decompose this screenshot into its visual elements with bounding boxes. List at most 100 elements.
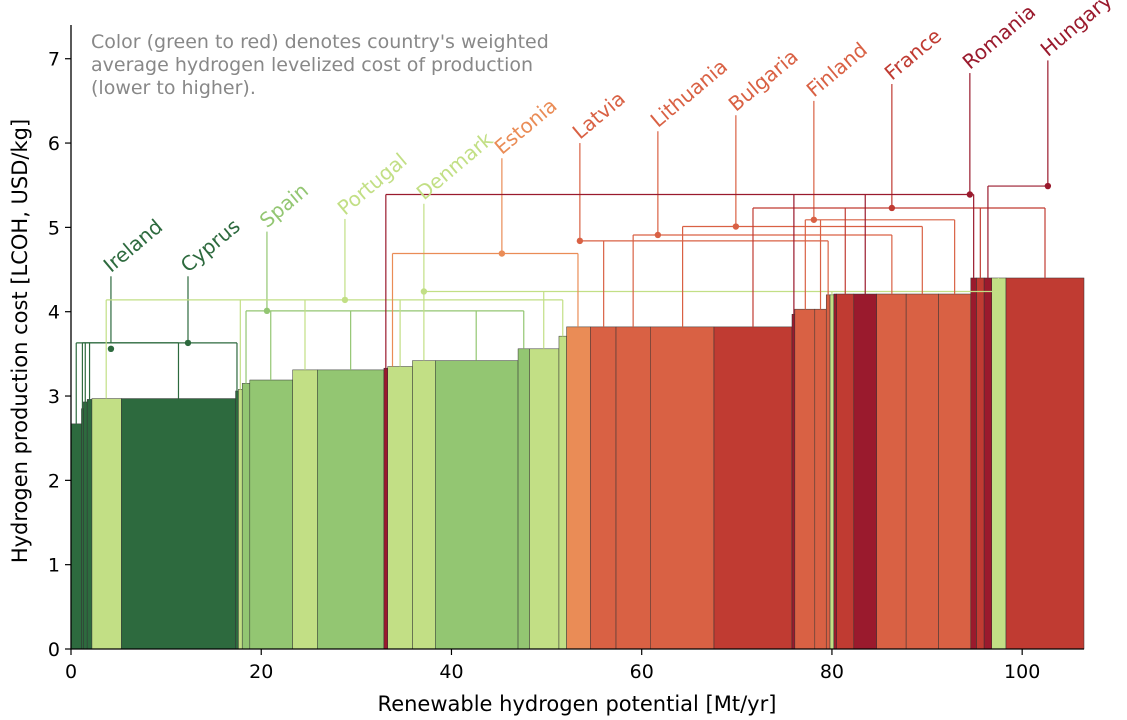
bar-portugal (558, 335, 567, 650)
y-tick-label: 4 (48, 302, 60, 324)
y-tick-label: 1 (48, 555, 60, 577)
cost-point-bulgaria (732, 223, 740, 230)
bar-bulgaria (650, 326, 715, 650)
country-label-finland: Finland (802, 37, 872, 101)
bar-latvia (825, 294, 831, 650)
bar-portugal (91, 398, 122, 650)
leader-france (752, 84, 1046, 327)
x-axis-label: Renewable hydrogen potential [Mt/yr] (378, 692, 777, 716)
cost-point-denmark (420, 288, 428, 295)
bar-portugal (387, 366, 413, 650)
cost-point-cyprus (184, 339, 192, 347)
x-tick-label: 20 (249, 661, 273, 683)
country-label-hungary: Hungary (1036, 0, 1117, 61)
bar-portugal (292, 369, 318, 650)
y-axis-label: Hydrogen production cost [LCOH, USD/kg] (8, 119, 32, 563)
bar-portugal (238, 389, 243, 650)
y-tick-label: 3 (48, 386, 60, 408)
x-tick-label: 40 (439, 661, 463, 683)
bar-romania (791, 313, 796, 650)
y-tick-label: 5 (48, 217, 60, 239)
country-label-spain: Spain (255, 178, 313, 232)
bar-france (976, 277, 985, 650)
bar-cyprus (235, 390, 239, 650)
bar-denmark (991, 277, 1007, 650)
country-label-lithuania: Lithuania (646, 54, 732, 132)
y-tick-label: 6 (48, 133, 60, 155)
country-label-cyprus: Cyprus (176, 214, 245, 277)
bar-spain (249, 379, 293, 650)
country-label-bulgaria: Bulgaria (724, 44, 803, 116)
bar-lithuania (876, 293, 907, 650)
bar-hungary (983, 277, 992, 650)
bar-denmark (829, 294, 835, 650)
y-tick-label: 2 (48, 470, 60, 492)
country-label-france: France (880, 24, 946, 85)
cost-point-finland (810, 216, 818, 223)
bar-cyprus (81, 408, 84, 650)
bar-spain (317, 369, 385, 650)
leader-estonia (391, 158, 579, 367)
bar-romania (853, 293, 877, 650)
bar-romania (833, 293, 837, 650)
country-label-ireland: Ireland (99, 214, 167, 277)
cost-point-romania (966, 191, 974, 198)
country-label-denmark: Denmark (412, 127, 498, 205)
leader-latvia (576, 143, 829, 327)
country-label-portugal: Portugal (333, 148, 412, 220)
leader-spain (245, 231, 525, 384)
country-label-latvia: Latvia (568, 86, 630, 144)
cost-point-latvia (576, 237, 584, 245)
leader-hungary (987, 60, 1052, 278)
cost-point-lithuania (654, 231, 662, 239)
cost-point-hungary (1044, 182, 1052, 190)
bar-spain (241, 383, 251, 650)
bar-ireland (121, 398, 236, 650)
bar-ireland (86, 399, 93, 650)
leader-romania (385, 73, 975, 369)
bar-cyprus (83, 401, 88, 650)
leader-portugal (105, 218, 564, 399)
leader-bulgaria (682, 115, 923, 327)
leader-finland (804, 100, 956, 310)
cost-point-france (888, 204, 896, 212)
bar-bulgaria (905, 293, 939, 650)
bar-estonia (566, 326, 591, 650)
bar-romania (970, 277, 977, 650)
annotation-line-1: Color (green to red) denotes country's w… (91, 31, 549, 53)
leader-cyprus (81, 276, 238, 409)
x-tick-label: 60 (630, 661, 654, 683)
cost-point-spain (263, 307, 271, 315)
x-tick-label: 100 (1004, 661, 1040, 683)
bar-denmark (412, 360, 436, 650)
cost-point-portugal (341, 296, 349, 304)
bar-latvia (590, 326, 617, 650)
cost-point-ireland (107, 345, 115, 353)
x-tick-label: 0 (65, 661, 77, 683)
bar-finland (938, 293, 972, 650)
bar-spain (435, 360, 519, 650)
annotation-line-2: average hydrogen levelized cost of produ… (91, 54, 533, 76)
annotation-line-3: (lower to higher). (91, 77, 256, 99)
bar-romania (383, 367, 388, 650)
cost-point-estonia (498, 250, 506, 257)
bar-france (836, 293, 855, 650)
axes-layer: 0 1 2 3 4 5 6 7 0 20 40 60 80 100 (48, 25, 1084, 683)
y-tick-label: 7 (48, 49, 60, 71)
bar-denmark (529, 348, 560, 650)
bar-spain (517, 348, 530, 650)
x-tick-label: 80 (820, 661, 844, 683)
bar-lithuania (615, 326, 651, 650)
leader-lithuania (632, 131, 893, 327)
bar-finland (814, 308, 827, 650)
leader-denmark (420, 203, 999, 361)
leader-lines-layer (75, 60, 1052, 424)
y-tick-label: 0 (48, 639, 60, 661)
bar-france (713, 326, 793, 650)
bar-ireland (70, 423, 82, 650)
bar-finland (794, 308, 816, 650)
country-label-estonia: Estonia (490, 93, 562, 159)
bars-layer (70, 277, 1085, 650)
bar-france (1005, 277, 1085, 650)
